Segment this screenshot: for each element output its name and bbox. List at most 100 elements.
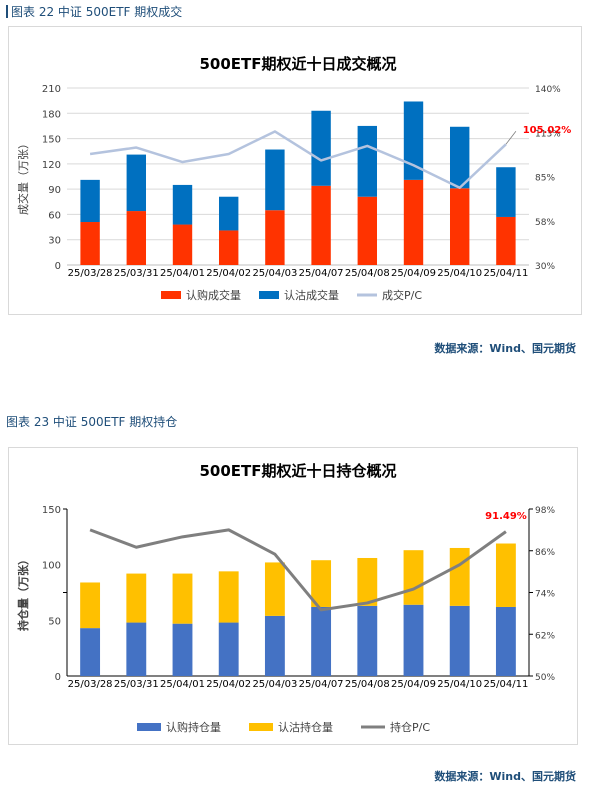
bar-put	[265, 149, 285, 211]
bar-put	[449, 547, 470, 606]
bar-put	[495, 543, 516, 607]
figure-caption-text: 图表 23 中证 500ETF 期权持仓	[6, 415, 178, 429]
y-tick-label: 0	[55, 672, 61, 683]
bar-call	[449, 188, 470, 265]
bar-call	[264, 615, 285, 676]
y-axis-label: 成交量（万张）	[16, 138, 30, 215]
bar-call	[172, 623, 193, 676]
x-tick-label: 25/04/07	[299, 268, 344, 279]
bar-call	[495, 606, 516, 676]
y2-tick-label: 74%	[535, 590, 555, 600]
legend-swatch	[259, 291, 279, 299]
x-tick-label: 25/03/28	[68, 679, 113, 690]
annotation-leader	[505, 131, 517, 145]
y-tick-label: 50	[48, 616, 61, 627]
bar-call	[496, 216, 516, 265]
y-tick-label: 90	[48, 185, 61, 196]
y2-tick-label: 58%	[535, 218, 555, 228]
figure-caption-text: 图表 22 中证 500ETF 期权成交	[11, 5, 183, 19]
pc-annotation: 91.49%	[485, 511, 527, 522]
y2-tick-label: 85%	[535, 174, 555, 184]
y2-tick-label: 86%	[535, 548, 555, 558]
open-interest-chart: 500ETF期权近十日持仓概况 0 50 100 150 50% 62% 74% 86% 98% 持…	[16, 462, 555, 734]
x-tick-label: 25/04/08	[345, 268, 390, 279]
data-source: 数据来源：Wind、国元期货	[434, 770, 576, 783]
y2-tick-label: 98%	[535, 506, 555, 516]
bar-call	[403, 604, 424, 676]
x-tick-label: 25/04/10	[437, 268, 482, 279]
bar-call	[311, 606, 332, 676]
bar-put	[80, 179, 100, 223]
x-tick-label: 25/04/10	[437, 679, 482, 690]
bar-put	[357, 557, 378, 606]
y-axis-label: 持仓量（万张）	[16, 554, 30, 631]
x-tick-label: 25/03/31	[114, 268, 159, 279]
figure-caption: 图表 23 中证 500ETF 期权持仓	[6, 413, 177, 430]
y-tick-label: 60	[48, 210, 61, 221]
y2-tick-label: 140%	[535, 85, 561, 95]
bar-call	[172, 224, 193, 265]
bar-put	[80, 582, 101, 629]
bar-put	[357, 125, 378, 197]
legend-label: 成交P/C	[382, 288, 422, 302]
x-tick-label: 25/04/11	[483, 679, 528, 690]
x-tick-label: 25/04/08	[345, 679, 390, 690]
y2-tick-label: 113%	[535, 129, 561, 139]
x-tick-label: 25/04/11	[483, 268, 528, 279]
figure-caption: 图表 22 中证 500ETF 期权成交	[6, 3, 182, 20]
y-tick-label: 0	[55, 261, 61, 272]
bar-put	[218, 196, 239, 231]
chart-title: 500ETF期权近十日成交概况	[199, 55, 396, 73]
legend-label: 认购成交量	[186, 288, 241, 302]
bar-call	[126, 211, 147, 265]
x-tick-label: 25/04/09	[391, 268, 436, 279]
legend-label: 持仓P/C	[390, 720, 430, 734]
bar-put	[496, 167, 516, 217]
y-tick-label: 150	[42, 135, 61, 146]
chart-panel: 500ETF期权近十日持仓概况 0 50 100 150 50% 62% 74% 86% 98% 持…	[8, 447, 578, 745]
data-source: 数据来源：Wind、国元期货	[434, 342, 576, 355]
bar-put	[311, 110, 331, 186]
y2-tick-label: 30%	[535, 262, 555, 272]
bar-put	[172, 184, 193, 225]
x-tick-label: 25/04/02	[206, 679, 251, 690]
bar-call	[126, 622, 147, 676]
x-tick-label: 25/04/03	[252, 268, 297, 279]
chart-title: 500ETF期权近十日持仓概况	[199, 462, 396, 480]
bar-put	[218, 571, 239, 623]
bar-put	[449, 126, 470, 189]
bar-put	[264, 562, 285, 616]
pc-annotation: 105.02%	[523, 125, 572, 136]
caption-marker	[6, 5, 8, 18]
bar-call	[218, 230, 239, 265]
x-tick-label: 25/04/07	[299, 679, 344, 690]
y-tick-label: 180	[42, 109, 61, 120]
bar-call	[218, 622, 239, 676]
bar-put	[172, 573, 193, 624]
y-tick-label: 210	[42, 84, 61, 95]
chart-panel: 500ETF期权近十日成交概况 0 30 60 90 120 150 180 210 30% 58%…	[8, 26, 582, 315]
bar-call	[265, 210, 285, 265]
legend-swatch	[161, 291, 181, 299]
bar-call	[80, 222, 100, 265]
pc-line	[89, 130, 507, 190]
bar-call	[311, 185, 331, 265]
bar-call	[449, 605, 470, 676]
bar-put	[311, 560, 332, 607]
legend-label: 认购持仓量	[166, 720, 221, 734]
bar-call	[357, 196, 378, 265]
bar-put	[403, 550, 424, 605]
x-tick-label: 25/04/03	[252, 679, 297, 690]
pc-line	[89, 528, 507, 612]
x-tick-label: 25/03/31	[114, 679, 159, 690]
y-tick-label: 30	[48, 236, 61, 247]
y2-tick-label: 50%	[535, 673, 555, 683]
y2-tick-label: 62%	[535, 631, 555, 641]
bar-call	[403, 179, 424, 265]
legend-swatch	[137, 723, 161, 731]
bar-call	[80, 628, 101, 676]
legend-label: 认沽成交量	[284, 288, 339, 302]
y-tick-label: 150	[42, 505, 61, 516]
legend-swatch	[249, 723, 273, 731]
x-tick-label: 25/04/09	[391, 679, 436, 690]
